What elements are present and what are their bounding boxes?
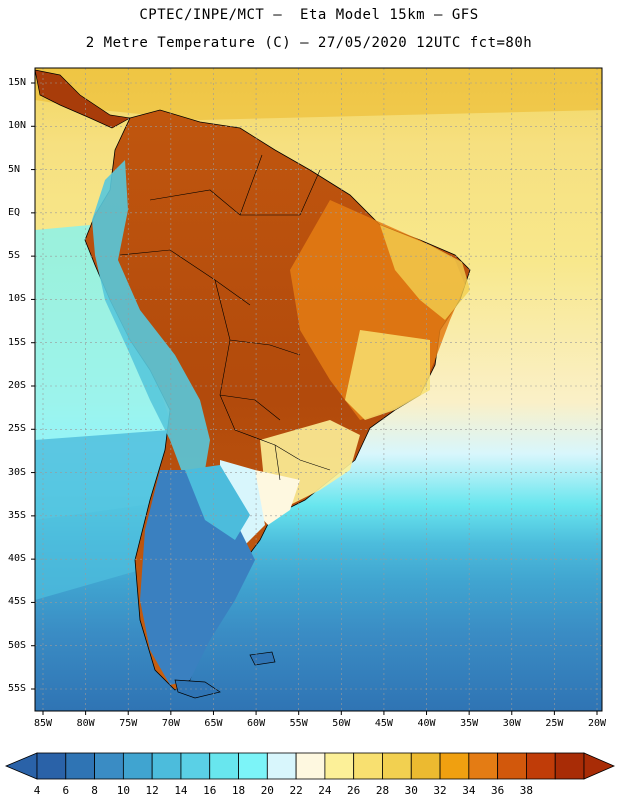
map-subtitle: 2 Metre Temperature (C) – 27/05/2020 12U… xyxy=(85,35,533,51)
lon-label: 45W xyxy=(374,718,393,729)
lat-label: 25S xyxy=(8,423,27,435)
southeast-yellow xyxy=(345,330,430,420)
colorbar-swatch xyxy=(65,752,95,780)
colorbar-swatch xyxy=(324,752,355,780)
lon-label: 40W xyxy=(417,718,436,729)
colorbar-tick-label: 20 xyxy=(260,784,274,797)
colorbar-tick-label: 10 xyxy=(116,784,130,797)
andes xyxy=(92,160,210,480)
graticule xyxy=(35,68,602,711)
colorbar-swatch xyxy=(410,752,441,780)
colorbar-swatch xyxy=(238,752,268,780)
colorbar-tick-label: 34 xyxy=(462,784,476,797)
lon-label: 80W xyxy=(76,718,95,729)
colorbar-tick-label: 6 xyxy=(62,784,70,797)
northeast-yellow xyxy=(380,225,470,320)
lon-label: 30W xyxy=(502,718,521,729)
lat-label: 15N xyxy=(8,77,27,88)
lon-label: 25W xyxy=(545,718,564,729)
colorbar-tick-label: 26 xyxy=(347,784,361,797)
lat-label: 30S xyxy=(8,466,27,478)
colorbar-tick-label: 22 xyxy=(289,784,303,797)
country-borders xyxy=(119,154,331,481)
lon-label: 85W xyxy=(33,718,53,729)
lon-label: 65W xyxy=(204,718,223,729)
colorbar-swatch xyxy=(209,752,239,780)
colorbar-swatch xyxy=(266,752,297,780)
colorbar-tick-label: 28 xyxy=(375,784,390,797)
colorbar-tick-label: 16 xyxy=(203,784,217,797)
map-frame xyxy=(34,67,603,712)
colorbar-tick-label: 14 xyxy=(174,784,188,797)
tierra-del-fuego xyxy=(174,679,221,699)
colorbar-swatch xyxy=(382,752,412,780)
colorbar-swatch xyxy=(353,752,383,780)
lon-label: 50W xyxy=(332,718,351,729)
colorbar-tick-label: 38 xyxy=(519,784,534,797)
lat-label: 40S xyxy=(8,553,27,565)
lat-label: 5N xyxy=(8,163,21,175)
lon-label: 35W xyxy=(460,718,479,729)
colorbar-swatch xyxy=(122,752,153,780)
axis-ticks xyxy=(31,82,598,715)
patagonia-north xyxy=(185,465,250,540)
falkland-islands xyxy=(249,651,276,666)
colorbar-swatch xyxy=(94,752,124,780)
lon-label: 55W xyxy=(289,718,308,729)
lat-label: 20S xyxy=(8,380,27,391)
colorbar-tick-label: 24 xyxy=(318,784,332,797)
colorbar-tick-label: 30 xyxy=(404,784,418,797)
colorbar-tick-label: 36 xyxy=(491,784,505,797)
lon-label: 60W xyxy=(247,718,266,729)
colorbar-arrow-high xyxy=(583,752,616,780)
colorbar-tick-label: 12 xyxy=(145,784,159,797)
central-america xyxy=(35,69,132,129)
lat-label: 55S xyxy=(8,683,27,694)
colorbar-tick-label: 4 xyxy=(33,784,41,797)
colorbar-swatch xyxy=(554,752,585,780)
lat-label: 15S xyxy=(8,336,27,348)
colorbar-swatch xyxy=(180,752,211,780)
lat-label: 50S xyxy=(8,639,27,651)
lat-label: 5S xyxy=(8,250,21,262)
colorbar-tick-label: 8 xyxy=(91,784,98,797)
colorbar-tick-label: 18 xyxy=(231,784,246,797)
colorbar-tick-label: 32 xyxy=(433,784,447,797)
colorbar-swatch xyxy=(468,752,499,780)
caribbean-warm xyxy=(35,68,602,120)
lon-label: 20W xyxy=(587,718,607,729)
lat-label: 35S xyxy=(8,509,27,521)
colorbar-swatch xyxy=(36,752,67,780)
colorbar-swatch xyxy=(439,752,470,780)
colorbar-swatch xyxy=(497,752,527,780)
colorbar-swatch xyxy=(151,752,182,780)
map-title: CPTEC/INPE/MCT – Eta Model 15km – GFS xyxy=(139,7,479,23)
colorbar-swatch xyxy=(295,752,326,780)
colorbar-arrow-low xyxy=(4,752,38,780)
lon-label: 75W xyxy=(119,718,138,729)
colorbar xyxy=(4,752,616,780)
colorbar-swatch xyxy=(526,752,556,780)
lon-label: 70W xyxy=(161,718,180,729)
lat-label: EQ xyxy=(8,206,21,218)
lat-label: 10N xyxy=(8,120,27,132)
lat-label: 10S xyxy=(8,293,27,305)
lat-label: 45S xyxy=(8,596,27,608)
